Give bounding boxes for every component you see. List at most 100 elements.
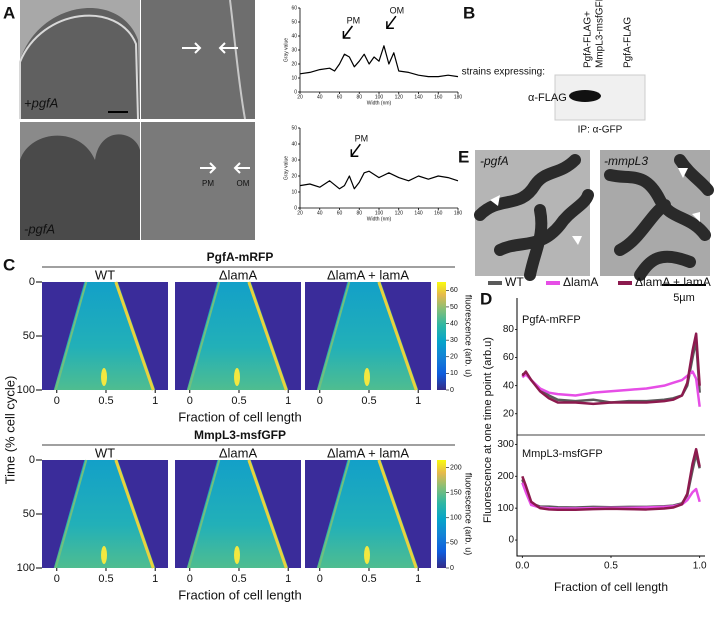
heatmap-edge [317, 459, 351, 569]
x-tick-label: 1 [152, 395, 158, 407]
annotation-arrow [350, 143, 361, 157]
x-tick-label: 0 [187, 573, 193, 585]
colorbar-tick-label: 30 [450, 337, 458, 344]
heatmap-edge [377, 281, 418, 391]
x-tick-label: 1 [415, 395, 421, 407]
colorbar [437, 282, 446, 390]
x-tick-label: 0.5 [98, 395, 113, 407]
y-tick-label: 0 [29, 454, 35, 466]
y-tick-label: 20 [291, 61, 297, 67]
y-tick-label: 10 [291, 189, 297, 195]
x-tick-label: 1 [415, 573, 421, 585]
y-tick-label: 50 [291, 19, 297, 25]
arrows [182, 42, 250, 174]
colorbar [437, 460, 446, 568]
data-line [299, 170, 459, 190]
subplot-label: MmpL3-msfGFP [522, 448, 603, 460]
y-tick-label: 100 [17, 562, 35, 574]
heatmap-edge [54, 459, 88, 569]
condition-label: ΔlamA [219, 445, 258, 460]
annotation: PM [347, 15, 361, 25]
x-tick-label: 160 [434, 94, 443, 100]
image-label: -mmpL3 [604, 154, 648, 168]
membrane [229, 0, 246, 120]
y-tick-label: 40 [291, 33, 297, 39]
x-tick-label: 0.5 [361, 573, 376, 585]
colorbar-tick-label: 10 [450, 370, 458, 377]
heatmap-spot [234, 368, 241, 387]
y-tick-label: 100 [497, 503, 514, 514]
cells [474, 154, 594, 281]
y-axis-label: Gray value [283, 38, 289, 62]
heatmap-spot [364, 368, 371, 387]
heatmap-edge [377, 459, 418, 569]
x-tick-label: 80 [356, 210, 362, 216]
legend-label: ΔlamA + lamA [635, 275, 711, 289]
y-axis-label: Fluorescence at one time point (arb.u) [482, 337, 494, 523]
y-tick-label: 0 [29, 276, 35, 288]
y-tick-label: 0 [294, 205, 297, 211]
panel-label: C [3, 255, 15, 274]
x-tick-label: 0 [187, 395, 193, 407]
image-label: -pgfA [480, 154, 509, 168]
x-tick-label: 60 [337, 94, 343, 100]
y-tick-label: 40 [503, 380, 515, 391]
y-tick-label: 100 [17, 384, 35, 396]
y-tick-label: 50 [23, 330, 35, 342]
x-tick-label: 140 [414, 210, 423, 216]
micrographs [19, 0, 255, 240]
y-tick-label: 0 [508, 535, 514, 546]
x-tick-label: 160 [434, 210, 443, 216]
x-tick-label: 1 [285, 395, 291, 407]
micrograph [141, 122, 255, 240]
data-line [521, 452, 701, 509]
row-title: MmpL3-msfGFP [194, 428, 286, 442]
x-tick-label: 180 [454, 210, 463, 216]
condition-label: ΔlamA + lamA [327, 267, 409, 282]
y-tick-label: 30 [291, 47, 297, 53]
cell-shape [20, 134, 140, 240]
x-tick-label: 0 [54, 395, 60, 407]
colorbar-label: fluorescence (arb. u) [464, 295, 474, 378]
y-tick-label: 40 [291, 141, 297, 147]
colorbar-tick-label: 100 [450, 515, 462, 522]
y-tick-label: 60 [291, 5, 297, 11]
x-tick-label: 20 [297, 94, 303, 100]
y-tick-label: 50 [23, 508, 35, 520]
x-tick-label: 0.5 [604, 561, 618, 572]
annotation-arrow [342, 31, 351, 39]
cells [604, 154, 714, 281]
colorbar-tick-label: 150 [450, 489, 462, 496]
x-tick-label: 120 [395, 210, 404, 216]
scale-label: 5µm [673, 292, 695, 304]
x-tick-label: 40 [317, 94, 323, 100]
x-tick-label: 100 [375, 94, 384, 100]
x-axis-label: Width (nm) [367, 100, 392, 106]
condition-label: ΔlamA + lamA [327, 445, 409, 460]
x-tick-label: 0.5 [231, 395, 246, 407]
axes [299, 8, 458, 93]
phase-images [474, 150, 714, 286]
legend-label: WT [505, 275, 524, 289]
x-tick-label: 60 [337, 210, 343, 216]
y-tick-label: 50 [291, 125, 297, 131]
x-tick-label: 0.5 [231, 573, 246, 585]
condition-label: WT [95, 267, 115, 282]
axes [516, 298, 705, 557]
y-tick-label: 20 [503, 408, 515, 419]
heatmap-spot [234, 546, 241, 565]
y-tick-label: 80 [503, 324, 515, 335]
micrograph-label: PM [202, 179, 214, 188]
column-label: PgfA-FLAG+ [583, 11, 594, 68]
data-line [521, 332, 701, 406]
colorbar-label: fluorescence (arb. u) [464, 473, 474, 556]
data-line [299, 45, 459, 78]
y-axis-label: Time (% cell cycle) [2, 376, 17, 485]
y-tick-label: 60 [503, 352, 515, 363]
x-tick-label: 140 [414, 94, 423, 100]
condition-label: ΔlamA [219, 267, 258, 282]
x-tick-label: 1 [285, 573, 291, 585]
image-label: -pgfA [24, 221, 55, 236]
axes [299, 128, 458, 209]
